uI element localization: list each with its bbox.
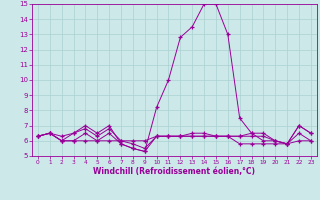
X-axis label: Windchill (Refroidissement éolien,°C): Windchill (Refroidissement éolien,°C) <box>93 167 255 176</box>
